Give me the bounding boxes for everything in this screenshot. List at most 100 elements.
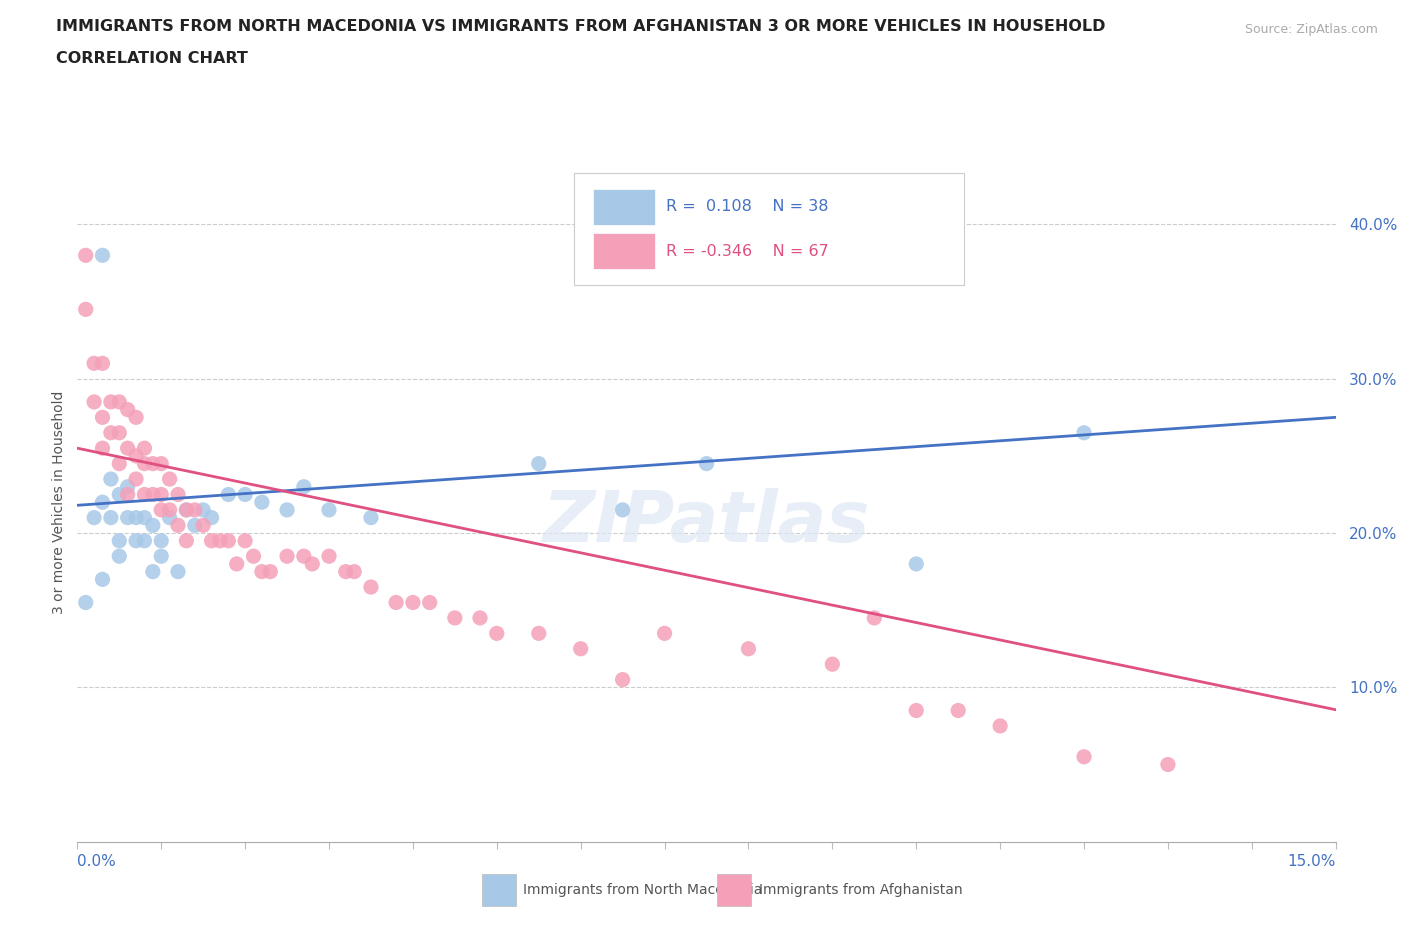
Point <box>527 626 550 641</box>
Point <box>301 556 323 571</box>
Point <box>75 595 97 610</box>
Point <box>134 511 156 525</box>
Point <box>150 487 173 502</box>
Point <box>292 479 315 494</box>
Point <box>1157 757 1180 772</box>
Point <box>117 441 139 456</box>
Point <box>167 565 190 579</box>
Point <box>150 502 173 517</box>
Point <box>276 502 298 517</box>
Point <box>1073 425 1095 440</box>
Point <box>225 556 247 571</box>
Point <box>233 533 256 548</box>
Point <box>134 441 156 456</box>
Point <box>142 457 165 472</box>
Text: IMMIGRANTS FROM NORTH MACEDONIA VS IMMIGRANTS FROM AFGHANISTAN 3 OR MORE VEHICLE: IMMIGRANTS FROM NORTH MACEDONIA VS IMMIG… <box>56 19 1105 33</box>
Point <box>200 511 222 525</box>
Point <box>108 533 131 548</box>
Point <box>91 248 114 263</box>
Point <box>117 402 139 417</box>
Text: Immigrants from North Macedonia: Immigrants from North Macedonia <box>523 883 762 897</box>
Point <box>360 579 382 594</box>
Point <box>100 425 122 440</box>
Point <box>419 595 441 610</box>
Point <box>612 502 634 517</box>
Point <box>217 487 239 502</box>
Point <box>125 511 148 525</box>
Point <box>108 394 131 409</box>
Point <box>125 533 148 548</box>
Point <box>402 595 425 610</box>
Point <box>250 565 273 579</box>
Point <box>242 549 264 564</box>
Point <box>176 502 198 517</box>
Point <box>184 518 207 533</box>
Point <box>167 518 190 533</box>
Point <box>527 457 550 472</box>
Point <box>200 533 222 548</box>
Point <box>176 502 198 517</box>
Point <box>821 657 844 671</box>
Point <box>117 479 139 494</box>
Point <box>117 511 139 525</box>
Point <box>91 441 114 456</box>
Point <box>654 626 676 641</box>
Point <box>1073 750 1095 764</box>
Text: Source: ZipAtlas.com: Source: ZipAtlas.com <box>1244 23 1378 36</box>
Point <box>250 495 273 510</box>
Point <box>108 457 131 472</box>
Point <box>233 487 256 502</box>
Point <box>696 457 718 472</box>
Point <box>385 595 408 610</box>
Point <box>863 610 886 625</box>
Point <box>276 549 298 564</box>
Text: ZIPatlas: ZIPatlas <box>543 488 870 557</box>
Point <box>134 457 156 472</box>
Point <box>91 495 114 510</box>
Text: 15.0%: 15.0% <box>1288 854 1336 869</box>
Point <box>292 549 315 564</box>
Point <box>100 472 122 486</box>
Point <box>159 511 181 525</box>
Point <box>108 487 131 502</box>
Point <box>100 394 122 409</box>
Point <box>569 642 592 657</box>
Y-axis label: 3 or more Vehicles in Household: 3 or more Vehicles in Household <box>52 391 66 614</box>
Point <box>108 549 131 564</box>
Point <box>444 610 467 625</box>
Point <box>191 502 215 517</box>
Point <box>100 511 122 525</box>
Point <box>134 533 156 548</box>
Point <box>318 502 340 517</box>
Point <box>91 356 114 371</box>
Text: 0.0%: 0.0% <box>77 854 117 869</box>
Point <box>360 511 382 525</box>
Point <box>335 565 357 579</box>
Point <box>988 719 1011 734</box>
Point <box>75 302 97 317</box>
Point <box>142 487 165 502</box>
Point <box>134 487 156 502</box>
Text: CORRELATION CHART: CORRELATION CHART <box>56 51 247 66</box>
Point <box>142 565 165 579</box>
Point <box>191 518 215 533</box>
Point <box>468 610 491 625</box>
Point <box>343 565 366 579</box>
Point <box>167 487 190 502</box>
Point <box>184 502 207 517</box>
Text: R = -0.346    N = 67: R = -0.346 N = 67 <box>666 244 830 259</box>
Point <box>150 457 173 472</box>
Point <box>83 394 105 409</box>
Point <box>485 626 508 641</box>
Point <box>108 425 131 440</box>
FancyBboxPatch shape <box>593 189 655 225</box>
Point <box>125 448 148 463</box>
Point <box>117 487 139 502</box>
Text: R =  0.108    N = 38: R = 0.108 N = 38 <box>666 199 828 215</box>
Point <box>150 533 173 548</box>
Point <box>318 549 340 564</box>
Text: Immigrants from Afghanistan: Immigrants from Afghanistan <box>759 883 963 897</box>
Point <box>176 533 198 548</box>
Point <box>83 356 105 371</box>
FancyBboxPatch shape <box>593 232 655 270</box>
